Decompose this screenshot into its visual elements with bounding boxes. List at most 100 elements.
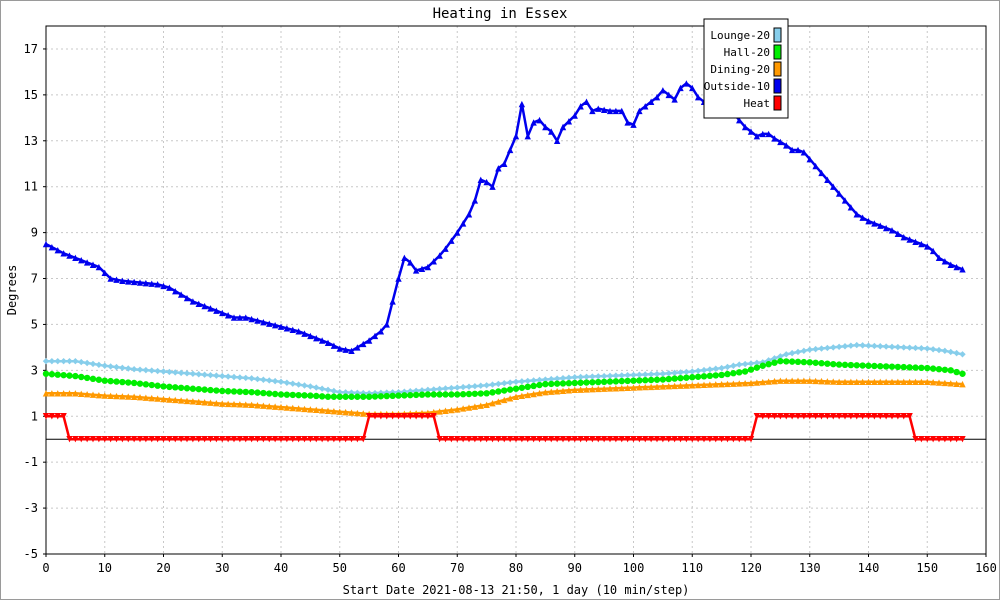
data-point-hall-20: [407, 391, 414, 399]
data-point-dining-20: [694, 381, 702, 389]
data-point-outside-10: [454, 229, 461, 236]
data-point-outside-10: [900, 234, 907, 241]
data-point-lounge-20: [630, 371, 637, 379]
data-point-heat: [383, 413, 390, 420]
data-point-dining-20: [477, 402, 484, 409]
data-point-outside-10: [683, 80, 690, 87]
data-point-outside-10: [289, 326, 296, 333]
data-point-dining-20: [483, 401, 490, 408]
data-point-outside-10: [806, 155, 813, 163]
data-point-outside-10: [113, 276, 120, 283]
data-point-outside-10: [471, 197, 479, 204]
data-point-heat: [254, 436, 261, 443]
data-point-lounge-20: [301, 382, 308, 389]
data-point-hall-20: [260, 389, 267, 397]
data-point-hall-20: [871, 362, 878, 370]
data-point-lounge-20: [213, 372, 220, 379]
data-point-dining-20: [759, 378, 766, 386]
data-point-lounge-20: [794, 348, 802, 356]
data-point-dining-20: [753, 379, 761, 386]
data-point-outside-10: [95, 263, 103, 271]
data-point-dining-20: [436, 408, 443, 415]
data-point-hall-20: [477, 390, 484, 397]
chart-title: Heating in Essex: [433, 6, 568, 22]
data-point-heat: [524, 436, 531, 443]
data-point-heat: [700, 436, 708, 443]
data-point-outside-10: [295, 328, 302, 335]
data-point-heat: [642, 436, 649, 443]
data-point-outside-10: [148, 280, 155, 287]
data-point-outside-10: [941, 258, 949, 265]
data-point-hall-20: [788, 358, 796, 365]
data-point-lounge-20: [783, 351, 790, 358]
data-point-lounge-20: [207, 371, 214, 379]
data-point-heat: [694, 436, 702, 443]
data-point-hall-20: [401, 392, 408, 399]
data-point-outside-10: [160, 282, 167, 290]
data-point-dining-20: [313, 406, 320, 414]
data-point-lounge-20: [906, 344, 913, 351]
data-point-heat: [454, 436, 461, 443]
data-point-heat: [213, 436, 220, 443]
data-point-hall-20: [389, 392, 396, 400]
y-tick-label: 3: [31, 363, 38, 377]
data-point-hall-20: [512, 385, 520, 392]
data-point-outside-10: [224, 312, 232, 319]
data-point-heat: [207, 436, 214, 443]
data-point-heat: [841, 413, 849, 420]
data-point-lounge-20: [512, 378, 520, 386]
data-point-lounge-20: [771, 355, 778, 362]
data-point-dining-20: [689, 382, 696, 389]
x-tick-label: 60: [391, 561, 405, 575]
data-point-dining-20: [501, 396, 508, 404]
data-point-heat: [430, 413, 437, 420]
data-point-lounge-20: [148, 367, 155, 374]
data-point-heat: [730, 436, 737, 443]
data-point-outside-10: [324, 339, 332, 346]
series-outside-10: [42, 80, 966, 355]
data-point-outside-10: [248, 315, 255, 323]
data-point-lounge-20: [271, 377, 279, 385]
data-point-lounge-20: [483, 382, 490, 389]
data-point-lounge-20: [671, 369, 678, 377]
data-point-dining-20: [295, 405, 302, 412]
x-tick-label: 10: [98, 561, 112, 575]
data-point-dining-20: [835, 378, 843, 386]
data-point-outside-10: [694, 93, 702, 101]
data-point-dining-20: [248, 401, 255, 408]
data-point-outside-10: [195, 300, 202, 307]
data-point-dining-20: [953, 380, 960, 387]
data-point-heat: [271, 436, 279, 443]
data-point-lounge-20: [947, 348, 954, 356]
legend-label: Outside-10: [704, 80, 770, 93]
data-point-outside-10: [283, 325, 291, 332]
data-point-dining-20: [918, 378, 925, 386]
data-point-lounge-20: [324, 386, 332, 394]
data-point-heat: [48, 413, 56, 420]
data-point-hall-20: [383, 392, 390, 400]
y-tick-label: 15: [24, 88, 38, 102]
data-point-hall-20: [348, 393, 355, 400]
data-point-hall-20: [119, 378, 126, 386]
data-point-lounge-20: [559, 374, 567, 382]
data-point-heat: [224, 436, 232, 443]
data-point-lounge-20: [724, 363, 731, 371]
data-point-heat: [54, 413, 61, 420]
data-point-heat: [424, 413, 432, 420]
y-tick-label: 13: [24, 134, 38, 148]
data-point-outside-10: [401, 254, 408, 262]
data-point-outside-10: [912, 238, 919, 245]
x-tick-label: 110: [681, 561, 703, 575]
data-point-heat: [318, 436, 326, 443]
data-point-lounge-20: [753, 359, 761, 367]
data-point-hall-20: [330, 393, 338, 400]
x-tick-label: 20: [156, 561, 170, 575]
data-point-lounge-20: [471, 382, 479, 390]
data-point-lounge-20: [224, 373, 232, 380]
data-point-hall-20: [83, 374, 91, 382]
data-point-outside-10: [166, 284, 173, 291]
data-point-hall-20: [636, 377, 643, 384]
data-point-hall-20: [600, 378, 608, 386]
data-point-heat: [741, 436, 749, 443]
data-point-outside-10: [753, 132, 761, 140]
